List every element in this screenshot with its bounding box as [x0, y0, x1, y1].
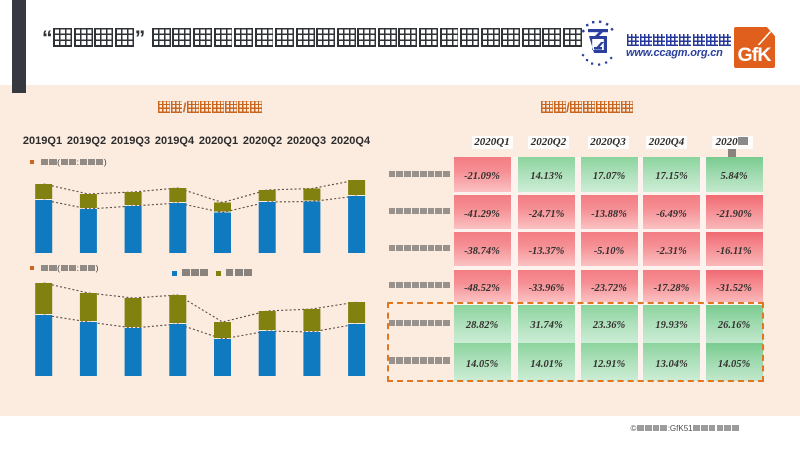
svg-text:GfK: GfK: [738, 44, 772, 66]
